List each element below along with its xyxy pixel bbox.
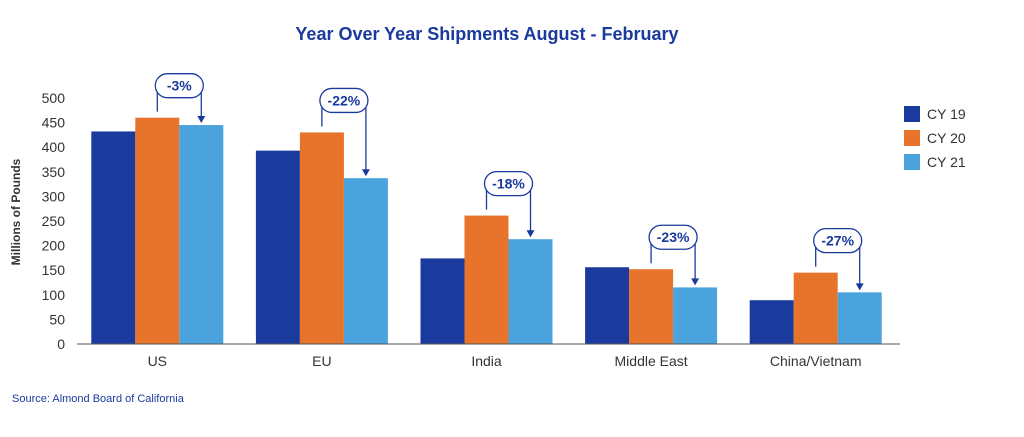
annotation-label: -27%: [821, 233, 854, 249]
annotation-label: -18%: [492, 176, 525, 192]
annotation-pill: [319, 87, 369, 114]
annotation-pill: [813, 228, 863, 254]
bar-cy-19: [585, 267, 630, 344]
bar-cy-21: [837, 292, 882, 344]
change-annotation: -18%: [483, 170, 535, 238]
bar-cy-19: [420, 258, 465, 344]
bar-cy-20: [629, 269, 674, 344]
legend-label: CY 19: [927, 106, 966, 122]
x-tick-label: EU: [312, 353, 331, 369]
y-tick-label: 0: [57, 336, 65, 352]
change-annotation: -22%: [319, 87, 370, 177]
bar-cy-20: [299, 132, 344, 344]
bar-cy-21: [179, 125, 224, 344]
change-annotation: -23%: [648, 224, 700, 286]
annotation-arrow: [197, 116, 206, 124]
chart-title: Year Over Year Shipments August - Februa…: [295, 24, 678, 44]
annotation-pill: [483, 170, 534, 197]
annotation-arrow: [526, 230, 535, 238]
y-axis-label: Millions of Pounds: [9, 158, 23, 265]
y-tick-label: 100: [42, 287, 66, 303]
x-tick-label: India: [471, 353, 502, 369]
annotation-label: -3%: [167, 78, 192, 94]
bar-cy-21: [508, 239, 553, 344]
y-tick-label: 450: [42, 115, 66, 131]
y-tick-label: 150: [42, 262, 66, 278]
y-tick-label: 500: [42, 90, 66, 106]
annotation-label: -22%: [328, 92, 361, 108]
change-annotation: -27%: [813, 228, 864, 291]
legend-swatch: [904, 130, 920, 146]
x-tick-label: US: [148, 353, 167, 369]
annotation-arrow: [855, 283, 864, 291]
y-axis-ticks: 0 50 100 150 200 250 300 350 400 450 500: [42, 90, 66, 352]
annotations-group: -3% -22% -18% -23% -27%: [154, 73, 864, 291]
y-tick-label: 200: [42, 238, 66, 254]
bar-cy-19: [91, 131, 136, 344]
x-axis-ticks: US EU India Middle East China/Vietnam: [148, 353, 862, 369]
bar-cy-20: [135, 117, 180, 345]
legend-label: CY 20: [927, 130, 966, 146]
bar-cy-19: [749, 300, 794, 344]
legend-swatch: [904, 154, 920, 170]
bar-cy-21: [343, 178, 388, 344]
bar-cy-19: [255, 150, 300, 344]
annotation-pill: [154, 73, 204, 99]
y-tick-label: 350: [42, 164, 66, 180]
annotation-arrow: [361, 169, 370, 177]
bar-cy-20: [464, 215, 509, 344]
legend: CY 19 CY 20 CY 21: [904, 106, 966, 170]
bar-cy-21: [673, 287, 718, 344]
y-tick-label: 400: [42, 139, 66, 155]
x-tick-label: China/Vietnam: [770, 353, 862, 369]
annotation-label: -23%: [657, 229, 690, 245]
legend-swatch: [904, 106, 920, 122]
source-note: Source: Almond Board of California: [12, 393, 185, 405]
annotation-pill: [648, 224, 698, 250]
bars-group: [91, 117, 882, 345]
x-tick-label: Middle East: [615, 353, 688, 369]
y-tick-label: 300: [42, 188, 66, 204]
y-tick-label: 250: [42, 213, 66, 229]
annotation-arrow: [691, 278, 700, 286]
bar-cy-20: [793, 272, 838, 344]
change-annotation: -3%: [154, 73, 206, 124]
legend-label: CY 21: [927, 154, 966, 170]
y-tick-label: 50: [49, 311, 65, 327]
